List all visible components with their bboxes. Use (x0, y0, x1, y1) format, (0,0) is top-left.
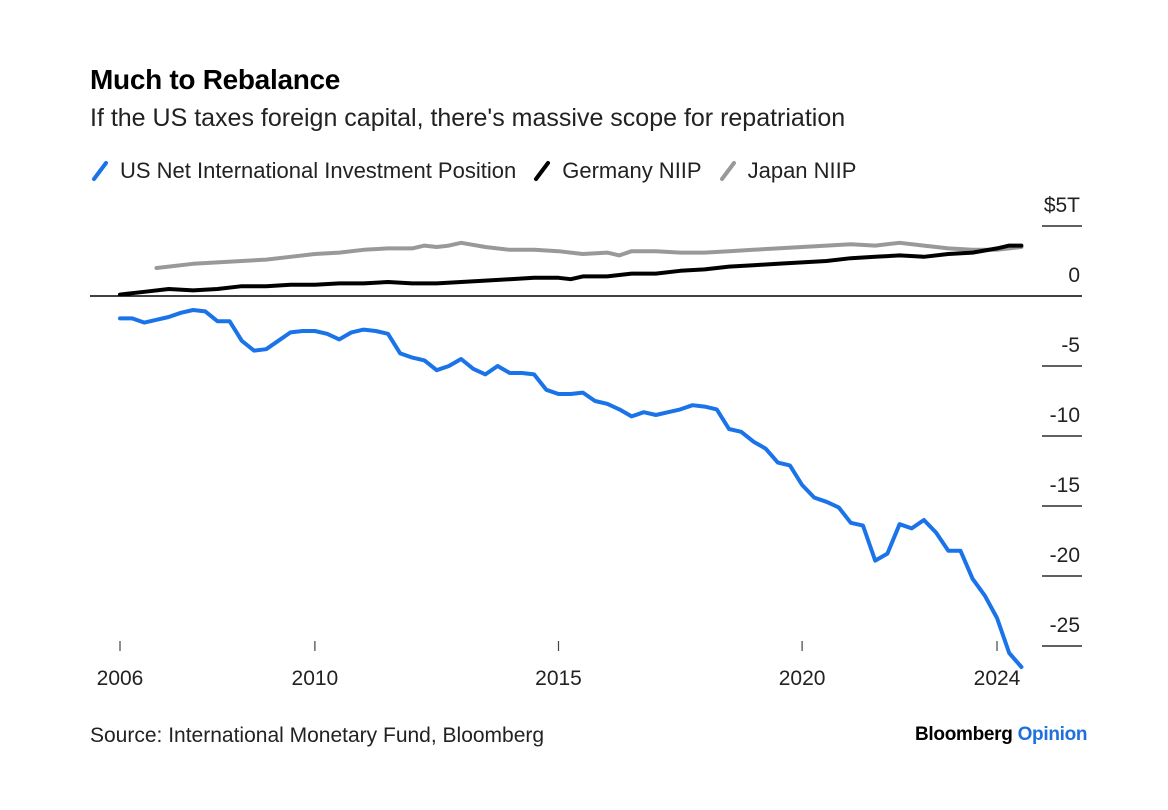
source-note: Source: International Monetary Fund, Blo… (90, 724, 545, 747)
y-tick-label: -10 (1050, 404, 1080, 427)
y-tick-label: -5 (1061, 334, 1080, 357)
legend-item-japan: Japan NIIP (718, 158, 857, 184)
y-tick-label: $5T (1044, 194, 1080, 217)
brand-main: Bloomberg (915, 724, 1013, 745)
y-tick-label: 0 (1068, 264, 1080, 287)
y-tick-label: -15 (1050, 474, 1080, 497)
chart-subtitle: If the US taxes foreign capital, there's… (90, 104, 846, 132)
x-tick-label: 2020 (779, 667, 826, 690)
series-line-japan (154, 240, 1024, 270)
legend-label-japan: Japan NIIP (747, 158, 857, 183)
y-tick-label: -20 (1050, 544, 1080, 567)
brand-logo: Bloomberg Opinion (915, 724, 1088, 746)
x-tick-label: 2006 (97, 667, 144, 690)
x-tick-label: 2010 (292, 667, 339, 690)
legend-item-us: US Net International Investment Position (90, 158, 516, 184)
x-tick-label: 2015 (535, 667, 582, 690)
legend-item-germany: Germany NIIP (532, 158, 702, 184)
legend-label-germany: Germany NIIP (562, 158, 702, 183)
x-tick-label: 2024 (974, 667, 1021, 690)
legend-swatch-us (92, 161, 108, 181)
series-line-germany (118, 243, 1024, 297)
brand-accent: Opinion (1017, 724, 1088, 745)
y-tick-label: -25 (1050, 614, 1080, 637)
legend-swatch-japan (719, 161, 736, 181)
chart-legend: US Net International Investment Position… (90, 156, 872, 186)
series-line-us (118, 308, 1024, 669)
legend-swatch-germany (534, 161, 551, 181)
chart-title: Much to Rebalance (90, 64, 341, 95)
legend-label-us: US Net International Investment Position (120, 158, 517, 183)
